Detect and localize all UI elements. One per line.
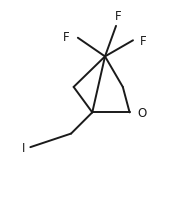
Text: O: O [137,106,147,119]
Text: F: F [63,31,69,44]
Text: F: F [140,35,146,47]
Text: F: F [114,9,121,22]
Text: I: I [22,141,25,154]
